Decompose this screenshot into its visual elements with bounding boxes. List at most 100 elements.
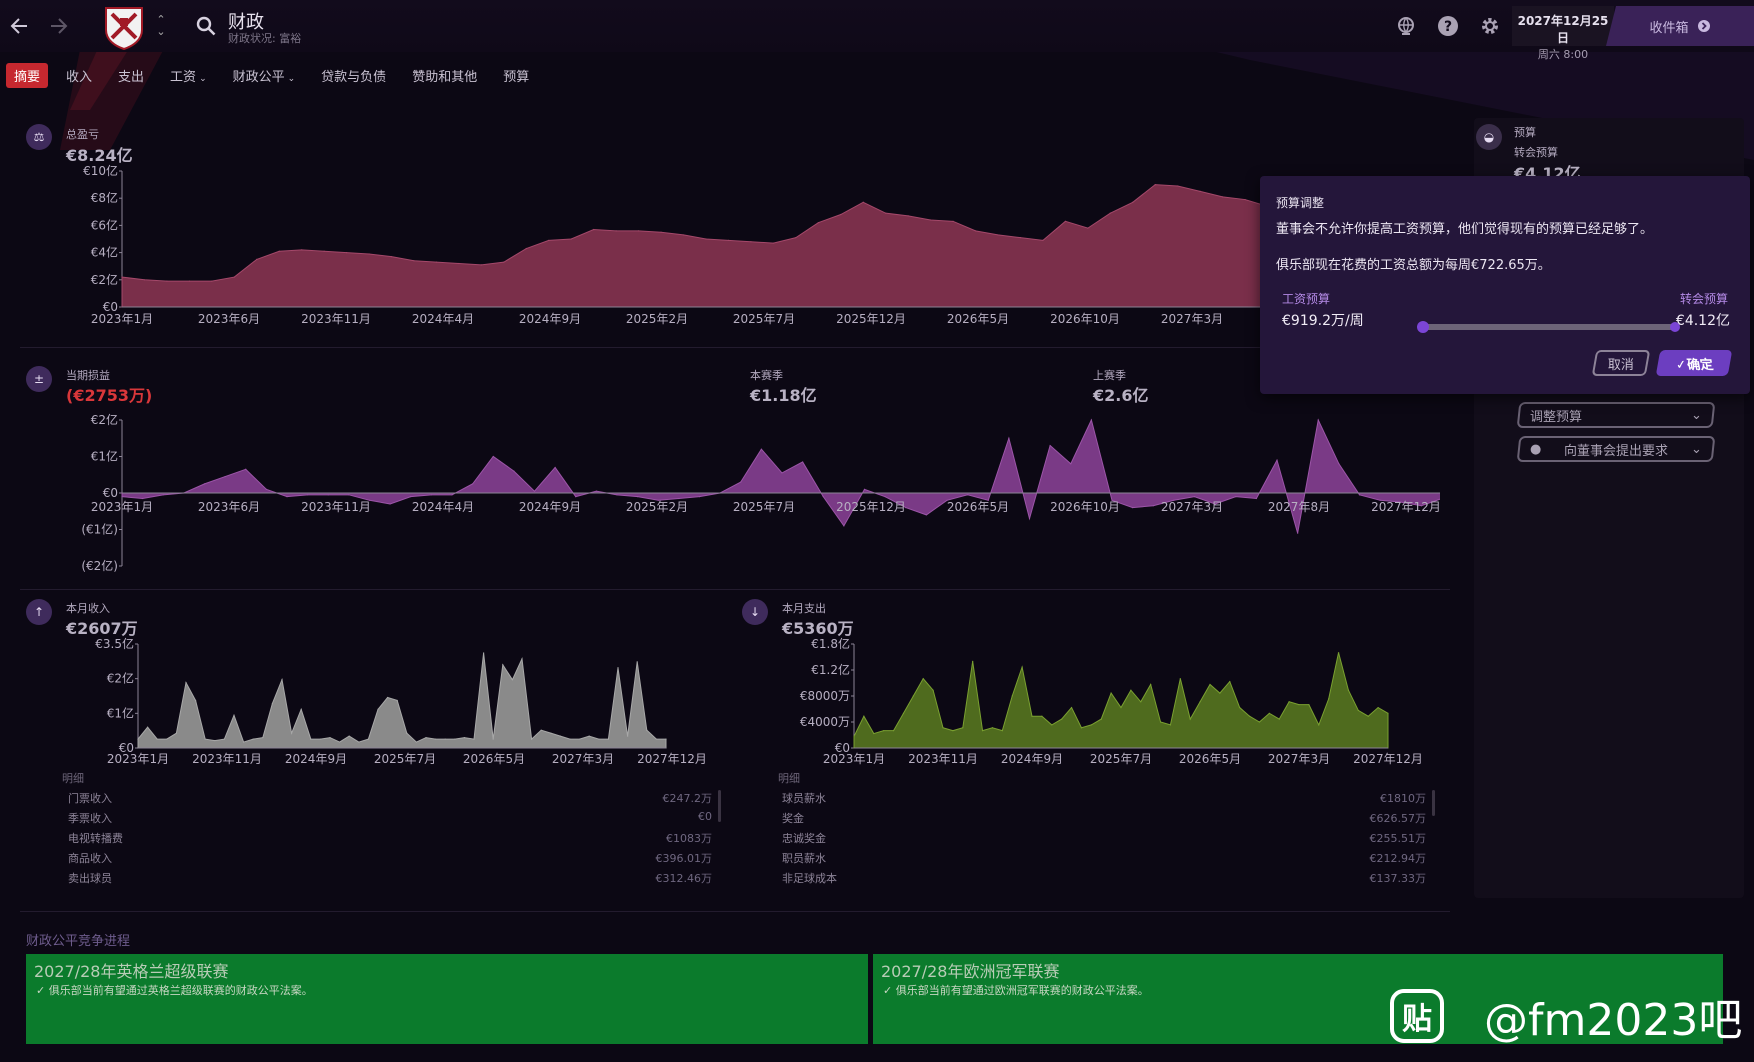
help-icon[interactable]: ? (1436, 14, 1460, 38)
tab-wages[interactable]: 工资 ⌄ (170, 69, 207, 85)
detail-value: €1810万 (1380, 792, 1426, 805)
data-point (588, 735, 590, 737)
board-request-dropdown[interactable]: ● 向董事会提出要求 ⌄ (1516, 436, 1716, 462)
total-pl-label: 总盈亏 (66, 128, 99, 141)
detail-name: 职员薪水 (782, 852, 826, 865)
detail-name: 球员薪水 (782, 792, 826, 805)
gear-icon[interactable] (1478, 14, 1502, 38)
data-point (705, 238, 707, 240)
crest-switch-icon[interactable]: ⌃ ⌄ (156, 13, 166, 38)
data-point (188, 280, 190, 282)
last-season-value: €2.6亿 (1093, 386, 1149, 405)
data-point (1090, 419, 1092, 421)
detail-row[interactable]: 电视转播费 €1083万 (68, 830, 712, 846)
tab-summary[interactable]: 摘要 (6, 62, 49, 88)
ffp-card-champions-league[interactable]: 2027/28年欧洲冠军联赛 ✓ 俱乐部当前有望通过欧洲冠军联赛的财政公平法案。 (873, 954, 1723, 1044)
tab-bar: 摘要 收入 支出 工资 ⌄ 财政公平 ⌄ 贷款与负债 赞助和其他 预算 (6, 62, 547, 88)
data-point (750, 241, 752, 243)
detail-row[interactable]: 非足球成本 €137.33万 (782, 870, 1426, 886)
forward-button[interactable] (44, 12, 74, 40)
data-point (840, 213, 842, 216)
ffp-card-premier-league[interactable]: 2027/28年英格兰超级联赛 ✓ 俱乐部当前有望通过英格兰超级联赛的财政公平法… (26, 954, 868, 1044)
detail-row[interactable]: 门票收入 €247.2万 (68, 790, 712, 806)
budget-slider-track[interactable] (1422, 324, 1674, 330)
tieba-logo-icon: 贴 (1390, 989, 1444, 1043)
x-tick-label: 2023年1月 (91, 312, 153, 326)
tab-ffp[interactable]: 财政公平 ⌄ (232, 69, 296, 85)
data-point (1080, 727, 1083, 729)
y-tick-label: €0 (119, 741, 134, 755)
adjust-budget-dropdown[interactable]: 调整预算 ⌄ (1516, 402, 1716, 428)
date-display[interactable]: 2027年12月25日 周六 8:00 (1512, 6, 1614, 61)
tab-budget[interactable]: 预算 (503, 69, 530, 85)
data-point (166, 738, 168, 740)
detail-row[interactable]: 卖出球员 €312.46万 (68, 870, 712, 886)
expense-detail-title: 明细 (778, 772, 800, 785)
data-point (967, 494, 969, 496)
data-point (389, 503, 391, 505)
data-point (607, 738, 610, 740)
board-request-label: 向董事会提出要求 (1564, 443, 1669, 459)
confirm-button[interactable]: ✓ 确定 (1655, 350, 1733, 376)
x-tick-label: 2025年7月 (733, 500, 795, 514)
popup-transfer-value: €4.12亿 (1675, 313, 1730, 329)
x-tick-label: 2027年3月 (1268, 752, 1330, 766)
series-area (137, 652, 667, 749)
x-tick-label: 2027年12月 (637, 752, 707, 766)
detail-row[interactable]: 球员薪水 €1810万 (782, 790, 1426, 806)
data-point (1154, 184, 1156, 186)
data-point (492, 738, 494, 740)
current-date: 2027年12月25日 (1517, 14, 1609, 45)
detail-row[interactable]: 商品收入 €396.01万 (68, 850, 712, 866)
data-point (554, 466, 556, 469)
detail-row[interactable]: 职员薪水 €212.94万 (782, 850, 1426, 866)
detail-row[interactable]: 季票收入 €0 (68, 810, 712, 826)
data-point (1199, 190, 1201, 192)
tab-loans[interactable]: 贷款与负债 (321, 69, 387, 85)
data-point (946, 499, 948, 501)
data-point (137, 738, 139, 740)
data-point (638, 230, 640, 232)
data-point (367, 738, 369, 740)
search-icon[interactable] (196, 16, 216, 36)
popup-title: 预算调整 (1276, 196, 1325, 210)
tab-expenditure[interactable]: 支出 (118, 69, 145, 85)
expense-scrollbar[interactable] (1432, 790, 1435, 816)
data-point (211, 280, 213, 282)
income-scrollbar[interactable] (718, 790, 721, 822)
y-tick-label: €4000万 (800, 715, 850, 729)
series-area (121, 184, 1290, 308)
data-point (862, 201, 864, 203)
data-point (727, 239, 730, 241)
data-point (1051, 724, 1053, 726)
cancel-button[interactable]: 取消 (1591, 350, 1651, 376)
data-point (1169, 724, 1172, 726)
data-point (781, 472, 783, 474)
club-crest[interactable] (102, 4, 146, 51)
chat-icon: ● (1530, 441, 1542, 457)
tab-sponsorship[interactable]: 赞助和其他 (412, 69, 478, 85)
data-point (1109, 212, 1111, 214)
data-point (698, 496, 701, 498)
detail-name: 忠诚奖金 (782, 832, 826, 845)
detail-value: €0 (698, 810, 712, 823)
data-point (1379, 499, 1381, 501)
data-point (627, 735, 629, 737)
budget-slider-handle[interactable] (1417, 321, 1429, 333)
tab-income[interactable]: 收入 (66, 69, 93, 85)
data-point (1308, 704, 1310, 706)
back-button[interactable] (4, 12, 34, 40)
data-point (1255, 497, 1257, 500)
x-tick-label: 2023年11月 (192, 752, 262, 766)
detail-row[interactable]: 奖金 €626.57万 (782, 810, 1426, 826)
data-point (233, 276, 235, 278)
detail-row[interactable]: 忠诚奖金 €255.51万 (782, 830, 1426, 846)
period-pl-chart: €2亿 €1亿 €0 (€1亿) (€2亿) 2023年1月 2023年6月 2023年11月… (81, 412, 1440, 573)
inbox-button[interactable]: 收件箱 (1606, 6, 1754, 46)
data-point (348, 494, 350, 496)
data-point (327, 494, 329, 496)
globe-icon[interactable] (1394, 14, 1418, 38)
series-area (121, 418, 1440, 534)
data-point (1120, 706, 1122, 709)
data-point (740, 481, 742, 483)
